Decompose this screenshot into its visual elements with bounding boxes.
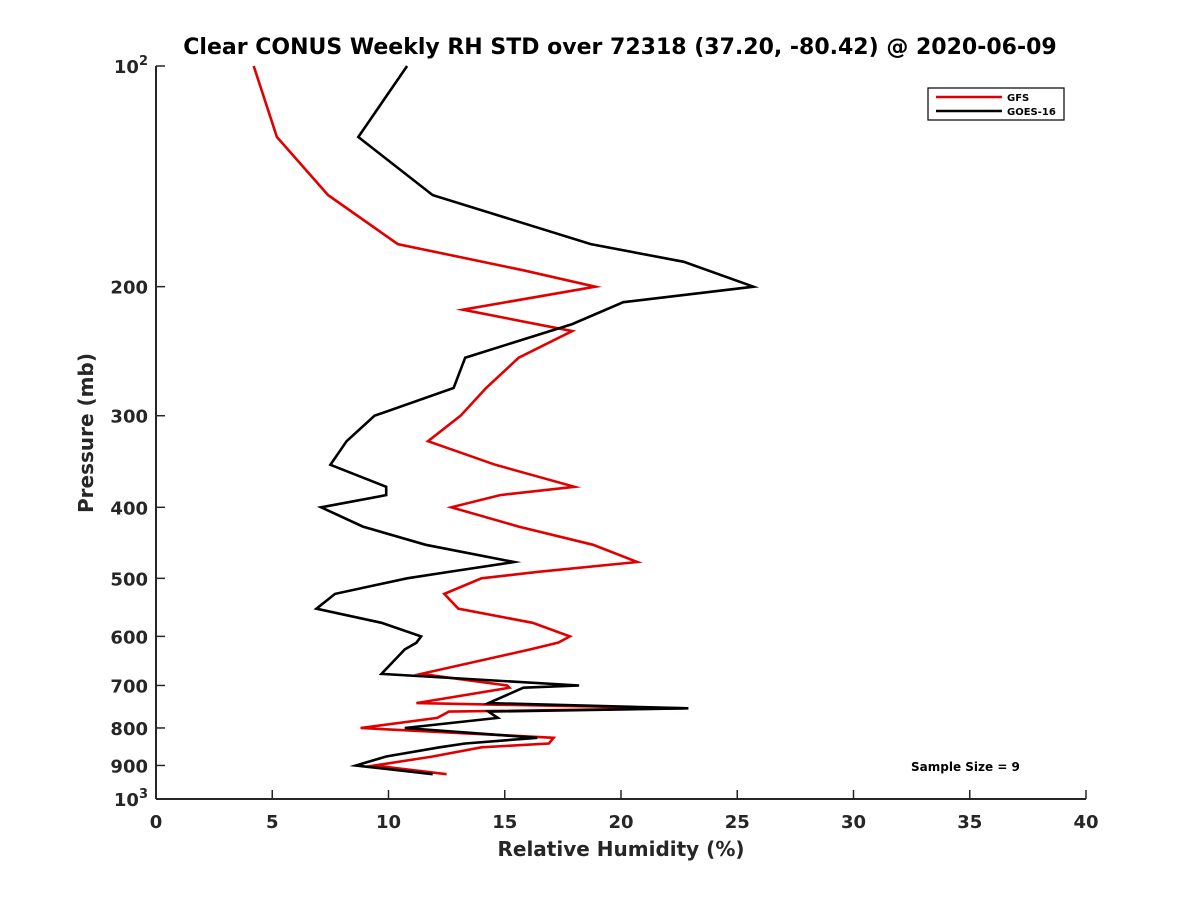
series-line-gfs [252,65,684,776]
x-tick-label: 0 [150,812,163,833]
y-tick-label: 900 [110,756,148,777]
y-tick-label: 300 [110,407,148,428]
x-tick-label: 5 [266,812,279,833]
legend-label-gfs: GFS [1007,93,1029,104]
legend-label-goes-16: GOES-16 [1007,107,1056,118]
y-tick-label: 800 [110,719,148,740]
x-axis-label: Relative Humidity (%) [497,837,744,861]
y-tick-label: 200 [110,278,148,299]
y-ticks: 102 200 300 400 500 600 700 800 900 103 [110,54,165,811]
x-tick-label: 15 [492,812,517,833]
series-line-goes-16 [313,65,760,776]
x-tick-label: 35 [957,812,982,833]
sample-size-annotation: Sample Size = 9 [911,760,1020,774]
y-tick-label: 102 [114,54,148,78]
y-tick-label: 600 [110,627,148,648]
chart-title: Clear CONUS Weekly RH STD over 72318 (37… [183,35,1056,60]
x-tick-label: 25 [725,812,750,833]
x-tick-label: 30 [841,812,866,833]
legend: GFS GOES-16 [927,87,1065,121]
y-tick-label: 400 [110,498,148,519]
y-tick-label: 103 [114,787,148,811]
x-tick-label: 20 [608,812,633,833]
x-ticks: 0 5 10 15 20 25 30 35 40 [150,790,1099,833]
x-tick-label: 10 [376,812,401,833]
y-axis-label: Pressure (mb) [74,353,98,513]
series-layer [252,65,760,776]
y-tick-label: 700 [110,676,148,697]
x-tick-label: 40 [1073,812,1098,833]
y-tick-label: 500 [110,569,148,590]
plot-area: 0 5 10 15 20 25 30 35 40 102 200 300 400 500 600 700 80… [110,54,1098,833]
legend-box [927,87,1065,121]
